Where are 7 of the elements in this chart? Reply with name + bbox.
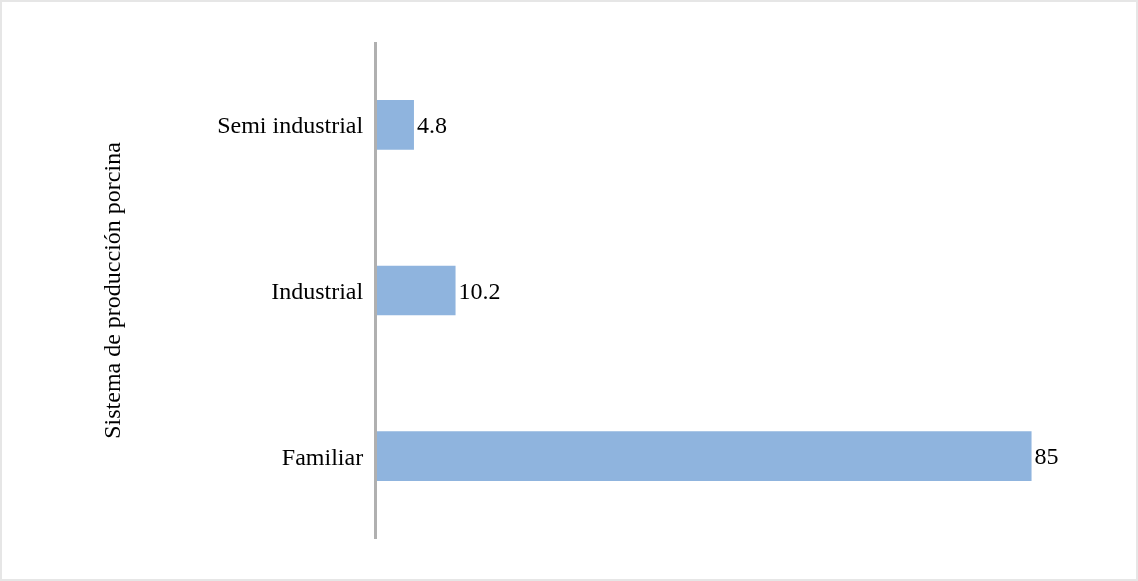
data-label: 85 [1034,443,1059,470]
y-axis-title: Sistema de producción porcina [99,141,126,439]
data-label: 10.2 [458,277,501,304]
y-tick-label: Familiar [281,443,364,470]
data-label: 4.8 [416,111,447,138]
y-tick-label: Industrial [271,277,364,304]
y-tick-label: Semi industrial [217,112,364,139]
